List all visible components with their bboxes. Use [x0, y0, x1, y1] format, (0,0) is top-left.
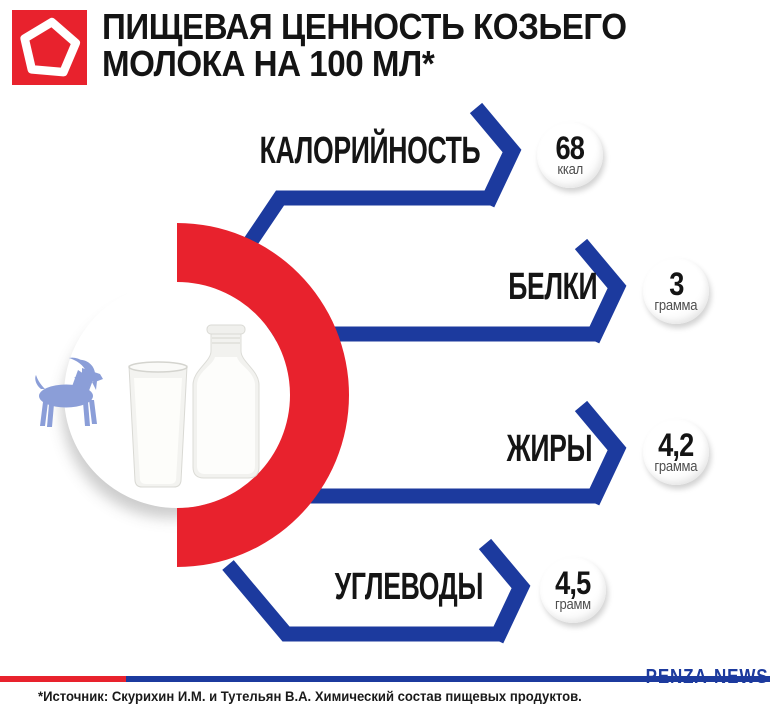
divider-blue-segment	[126, 676, 770, 682]
unit-carbs: грамм	[555, 596, 591, 613]
page-title: ПИЩЕВАЯ ЦЕННОСТЬ КОЗЬЕГО МОЛОКА НА 100 М…	[102, 8, 627, 82]
source-note: *Источник: Скурихин И.М. и Тутельян В.А.…	[38, 689, 582, 704]
arrow-line-calories	[238, 190, 493, 255]
value-badge-protein: 3 грамма	[643, 258, 709, 324]
label-protein: БЕЛКИ	[507, 266, 597, 308]
goat-icon	[35, 357, 103, 427]
pentagon-logo	[12, 10, 87, 85]
unit-calories: ккал	[557, 161, 583, 178]
unit-protein: грамма	[654, 297, 698, 314]
title-line2: МОЛОКА НА 100 МЛ*	[102, 43, 435, 84]
title-line1: ПИЩЕВАЯ ЦЕННОСТЬ КОЗЬЕГО	[102, 6, 627, 47]
milk-bottle	[192, 324, 260, 479]
value-carbs: 4,5	[555, 564, 591, 601]
divider-red-segment	[0, 676, 126, 682]
unit-fat: грамма	[654, 458, 698, 475]
value-badge-carbs: 4,5 грамм	[540, 557, 606, 623]
arrow-chevron-fat	[574, 400, 627, 506]
arrow-chevron-carbs	[478, 538, 531, 644]
arrow-chevron-calories	[469, 102, 522, 208]
arrow-chevron-protein	[574, 238, 627, 344]
value-badge-fat: 4,2 грамма	[643, 419, 709, 485]
label-carbs: УГЛЕВОДЫ	[334, 566, 484, 608]
arrow-line-carbs	[222, 560, 502, 642]
value-badge-calories: 68 ккал	[537, 122, 603, 188]
value-calories: 68	[555, 129, 585, 166]
red-arc	[177, 223, 349, 567]
value-protein: 3	[668, 265, 684, 302]
value-fat: 4,2	[658, 426, 694, 463]
label-calories: КАЛОРИЙНОСТЬ	[259, 130, 480, 172]
milk-glass	[128, 361, 188, 488]
infographic-art	[12, 10, 627, 644]
label-fat: ЖИРЫ	[506, 428, 592, 470]
